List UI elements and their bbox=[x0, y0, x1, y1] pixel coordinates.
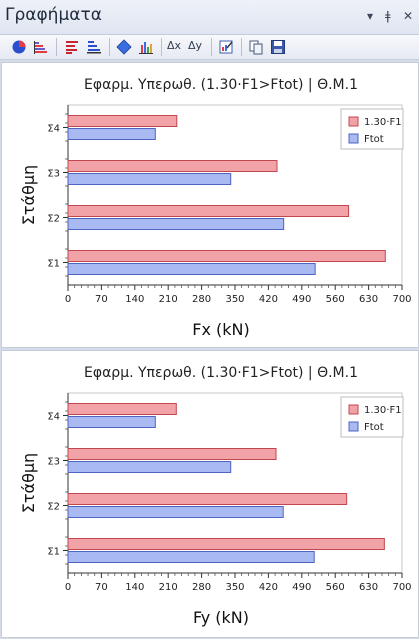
bar-ftot bbox=[67, 506, 284, 518]
bar-ftot bbox=[67, 173, 232, 185]
chart-panel-fy: Εφαρμ. Υπερωθ. (1.30·F1>Ftot) | Θ.Μ.1 0 70… bbox=[1, 350, 419, 638]
bar-ftot bbox=[67, 263, 316, 275]
x-tick-label: 350 bbox=[225, 294, 244, 305]
x-tick-label: 420 bbox=[259, 582, 278, 593]
legend-swatch bbox=[348, 133, 359, 144]
bar-1-30-f1 bbox=[67, 160, 278, 172]
bar-ftot bbox=[67, 128, 156, 140]
x-tick-label: 210 bbox=[159, 582, 178, 593]
horizontal-bars-red-icon[interactable] bbox=[62, 37, 82, 57]
chart-fy: Εφαρμ. Υπερωθ. (1.30·F1>Ftot) | Θ.Μ.1 0 70… bbox=[19, 365, 412, 627]
bar-ftot bbox=[67, 551, 315, 563]
x-tick-label: 420 bbox=[259, 294, 278, 305]
x-tick-label: 280 bbox=[192, 294, 211, 305]
chart-title: Εφαρμ. Υπερωθ. (1.30·F1>Ftot) | Θ.Μ.1 bbox=[84, 77, 358, 93]
x-tick-label: 140 bbox=[125, 582, 144, 593]
edit-chart-icon[interactable] bbox=[216, 37, 236, 57]
bar-1-30-f1 bbox=[67, 403, 177, 415]
x-tick-label: 140 bbox=[125, 294, 144, 305]
x-axis-label: Fx (kN) bbox=[192, 320, 249, 339]
legend-swatch bbox=[348, 404, 359, 415]
legend-swatch bbox=[348, 116, 359, 127]
y-tick-label: Σ3 bbox=[47, 457, 60, 468]
dropdown-icon[interactable]: ▾ bbox=[367, 9, 374, 23]
x-tick-label: 0 bbox=[65, 294, 71, 305]
legend-label: Ftot bbox=[364, 422, 384, 433]
pie-chart-icon[interactable] bbox=[9, 37, 29, 57]
column-chart-icon[interactable] bbox=[136, 37, 156, 57]
horizontal-bars-blue-icon[interactable] bbox=[84, 37, 104, 57]
y-tick-label: Σ1 bbox=[47, 259, 60, 270]
y-tick-label: Σ1 bbox=[47, 547, 60, 558]
bar-ftot bbox=[67, 461, 232, 473]
delta-y-icon[interactable]: Δy bbox=[188, 39, 203, 52]
bar-1-30-f1 bbox=[67, 250, 386, 262]
y-axis-label: Στάθμη bbox=[19, 165, 38, 225]
x-tick-label: 490 bbox=[292, 294, 311, 305]
bar-ftot bbox=[67, 416, 156, 428]
bar-ftot bbox=[67, 218, 285, 230]
y-axis-label: Στάθμη bbox=[19, 453, 38, 513]
x-axis-label: Fy (kN) bbox=[193, 608, 249, 627]
x-tick-label: 210 bbox=[159, 294, 178, 305]
y-tick-label: Σ2 bbox=[47, 502, 60, 513]
x-tick-label: 560 bbox=[326, 294, 345, 305]
y-tick-label: Σ4 bbox=[47, 412, 60, 423]
x-tick-label: 0 bbox=[65, 582, 71, 593]
x-tick-label: 70 bbox=[95, 582, 108, 593]
x-tick-label: 630 bbox=[359, 294, 378, 305]
diamond-icon[interactable] bbox=[114, 37, 134, 57]
x-tick-label: 560 bbox=[326, 582, 345, 593]
close-icon[interactable]: ✕ bbox=[403, 9, 414, 23]
legend-label: 1.30·F1 bbox=[364, 405, 402, 416]
y-tick-label: Σ3 bbox=[47, 169, 60, 180]
bar-1-30-f1 bbox=[67, 493, 348, 505]
y-tick-label: Σ2 bbox=[47, 214, 60, 225]
window-title: Γραφήματα bbox=[5, 5, 102, 25]
window-titlebar: Γραφήματα ▾ ǂ ✕ bbox=[0, 0, 419, 35]
copy-icon[interactable] bbox=[246, 37, 266, 57]
bar-1-30-f1 bbox=[67, 115, 178, 127]
x-tick-label: 350 bbox=[225, 582, 244, 593]
x-tick-label: 280 bbox=[192, 582, 211, 593]
x-tick-label: 70 bbox=[95, 294, 108, 305]
chart-panel-fx: Εφαρμ. Υπερωθ. (1.30·F1>Ftot) | Θ.Μ.1 0 70… bbox=[1, 62, 419, 348]
y-tick-label: Σ4 bbox=[47, 124, 60, 135]
save-icon[interactable] bbox=[268, 37, 288, 57]
chart-toolbar: Δx Δy bbox=[0, 35, 419, 60]
bar-1-30-f1 bbox=[67, 448, 277, 460]
bar-1-30-f1 bbox=[67, 205, 350, 217]
bar-1-30-f1 bbox=[67, 538, 385, 550]
delta-x-icon[interactable]: Δx bbox=[167, 39, 182, 52]
x-tick-label: 700 bbox=[392, 294, 411, 305]
chart-fx: Εφαρμ. Υπερωθ. (1.30·F1>Ftot) | Θ.Μ.1 0 70… bbox=[19, 77, 412, 339]
pin-icon[interactable]: ǂ bbox=[385, 9, 391, 23]
x-tick-label: 630 bbox=[359, 582, 378, 593]
chart-title: Εφαρμ. Υπερωθ. (1.30·F1>Ftot) | Θ.Μ.1 bbox=[84, 365, 358, 381]
legend-label: Ftot bbox=[364, 134, 384, 145]
x-tick-label: 490 bbox=[292, 582, 311, 593]
legend-swatch bbox=[348, 421, 359, 432]
legend-label: 1.30·F1 bbox=[364, 117, 402, 128]
stacked-bars-icon[interactable] bbox=[31, 37, 51, 57]
x-tick-label: 700 bbox=[392, 582, 411, 593]
